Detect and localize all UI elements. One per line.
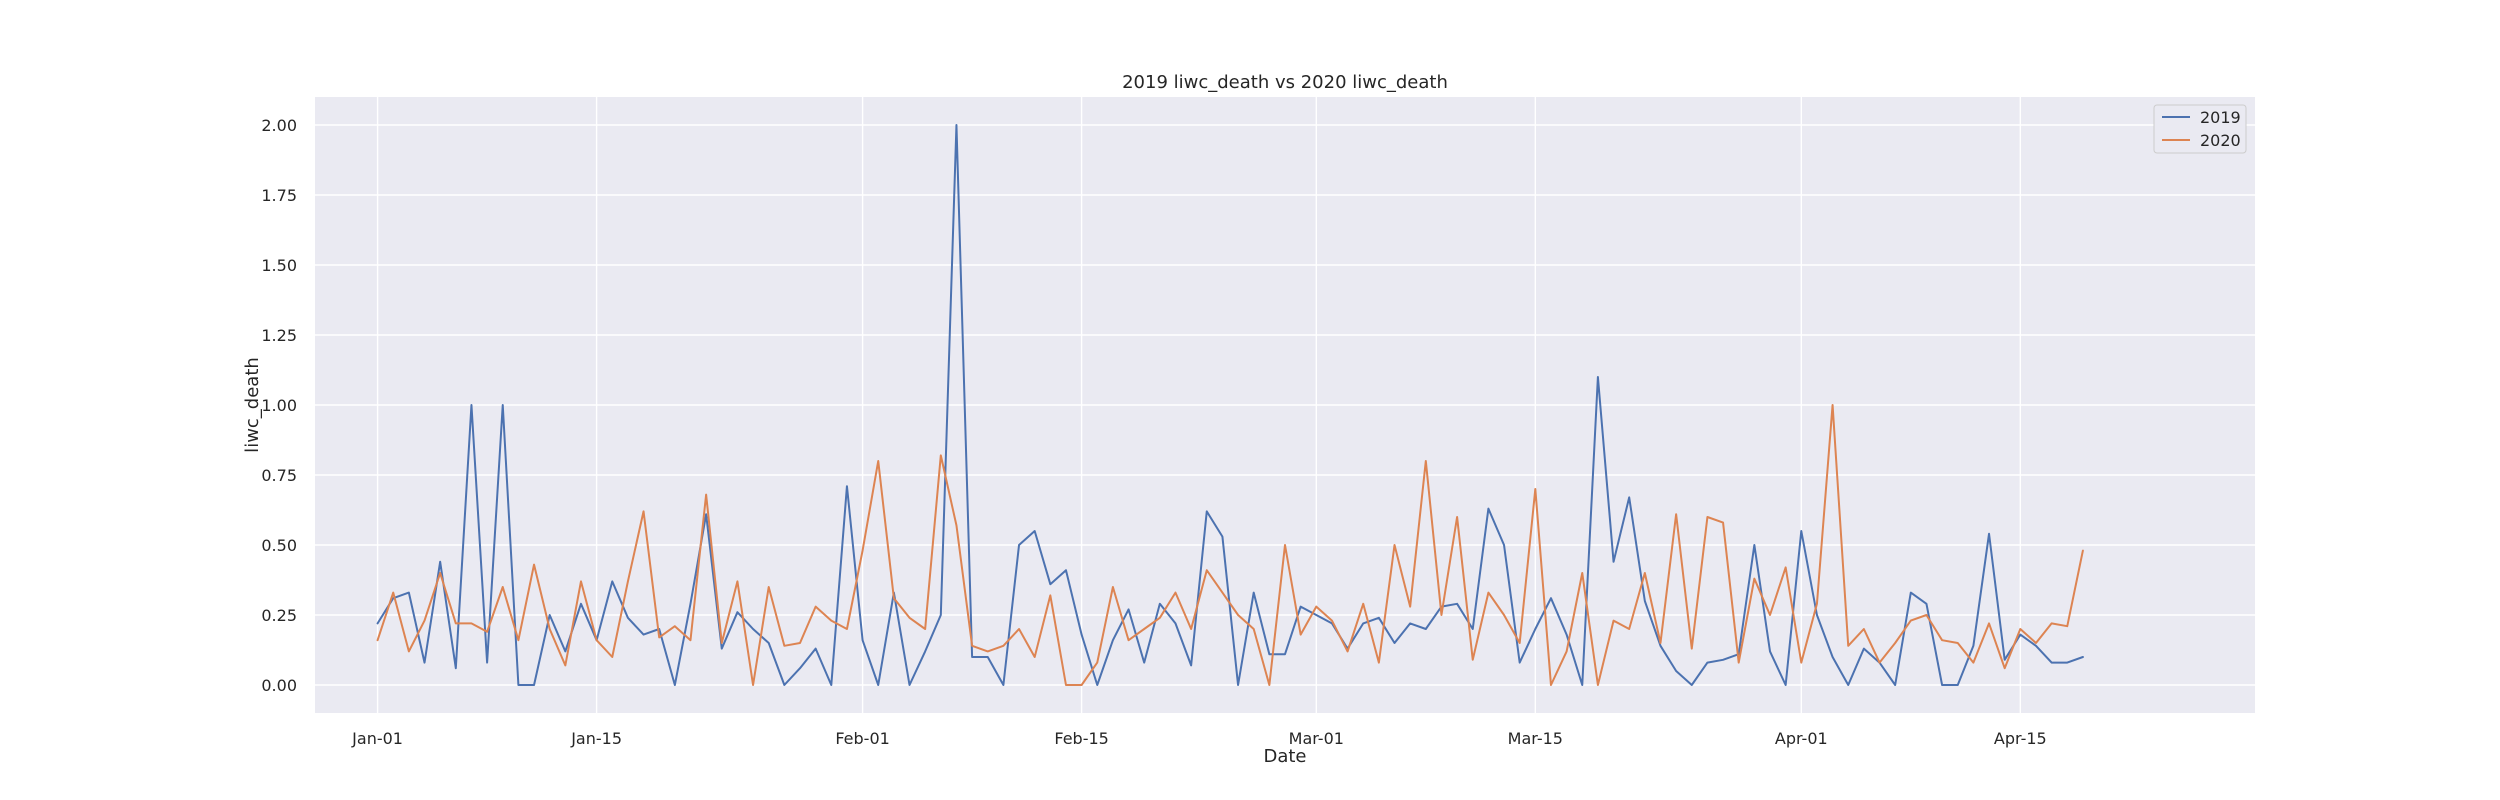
y-tick-label: 1.50 <box>261 256 297 275</box>
y-tick-label: 0.00 <box>261 676 297 695</box>
legend: 2019 2020 <box>2153 104 2247 154</box>
x-tick-label: Mar-15 <box>1508 729 1563 748</box>
y-tick-label: 0.25 <box>261 606 297 625</box>
x-tick-label: Jan-15 <box>570 729 622 748</box>
x-tick-label: Feb-01 <box>835 729 889 748</box>
legend-label-2020: 2020 <box>2200 131 2241 150</box>
y-axis-label: liwc_death <box>242 357 263 453</box>
x-tick-label: Apr-15 <box>1994 729 2047 748</box>
y-tick-label: 1.25 <box>261 326 297 345</box>
x-tick-label: Feb-15 <box>1054 729 1108 748</box>
y-tick-label: 2.00 <box>261 116 297 135</box>
series-line-2019 <box>376 124 2084 686</box>
x-tick-label: Mar-01 <box>1289 729 1344 748</box>
y-tick-label: 1.75 <box>261 186 297 205</box>
x-axis-ticks: Jan-01 Jan-15 Feb-01 Feb-15 Mar-01 Mar-15 Apr-… <box>351 729 2047 748</box>
series-line-2020 <box>376 404 2084 686</box>
legend-label-2019: 2019 <box>2200 108 2241 127</box>
series-lines <box>376 124 2084 686</box>
y-tick-label: 0.75 <box>261 466 297 485</box>
y-tick-label: 0.50 <box>261 536 297 555</box>
y-tick-label: 1.00 <box>261 396 297 415</box>
x-tick-label: Apr-01 <box>1775 729 1828 748</box>
x-tick-label: Jan-01 <box>351 729 403 748</box>
x-axis-label: Date <box>1263 746 1306 767</box>
y-axis-ticks: 0.00 0.25 0.50 0.75 1.00 1.25 1.50 1.75 2.00 <box>261 116 297 695</box>
chart-title: 2019 liwc_death vs 2020 liwc_death <box>1122 72 1448 93</box>
